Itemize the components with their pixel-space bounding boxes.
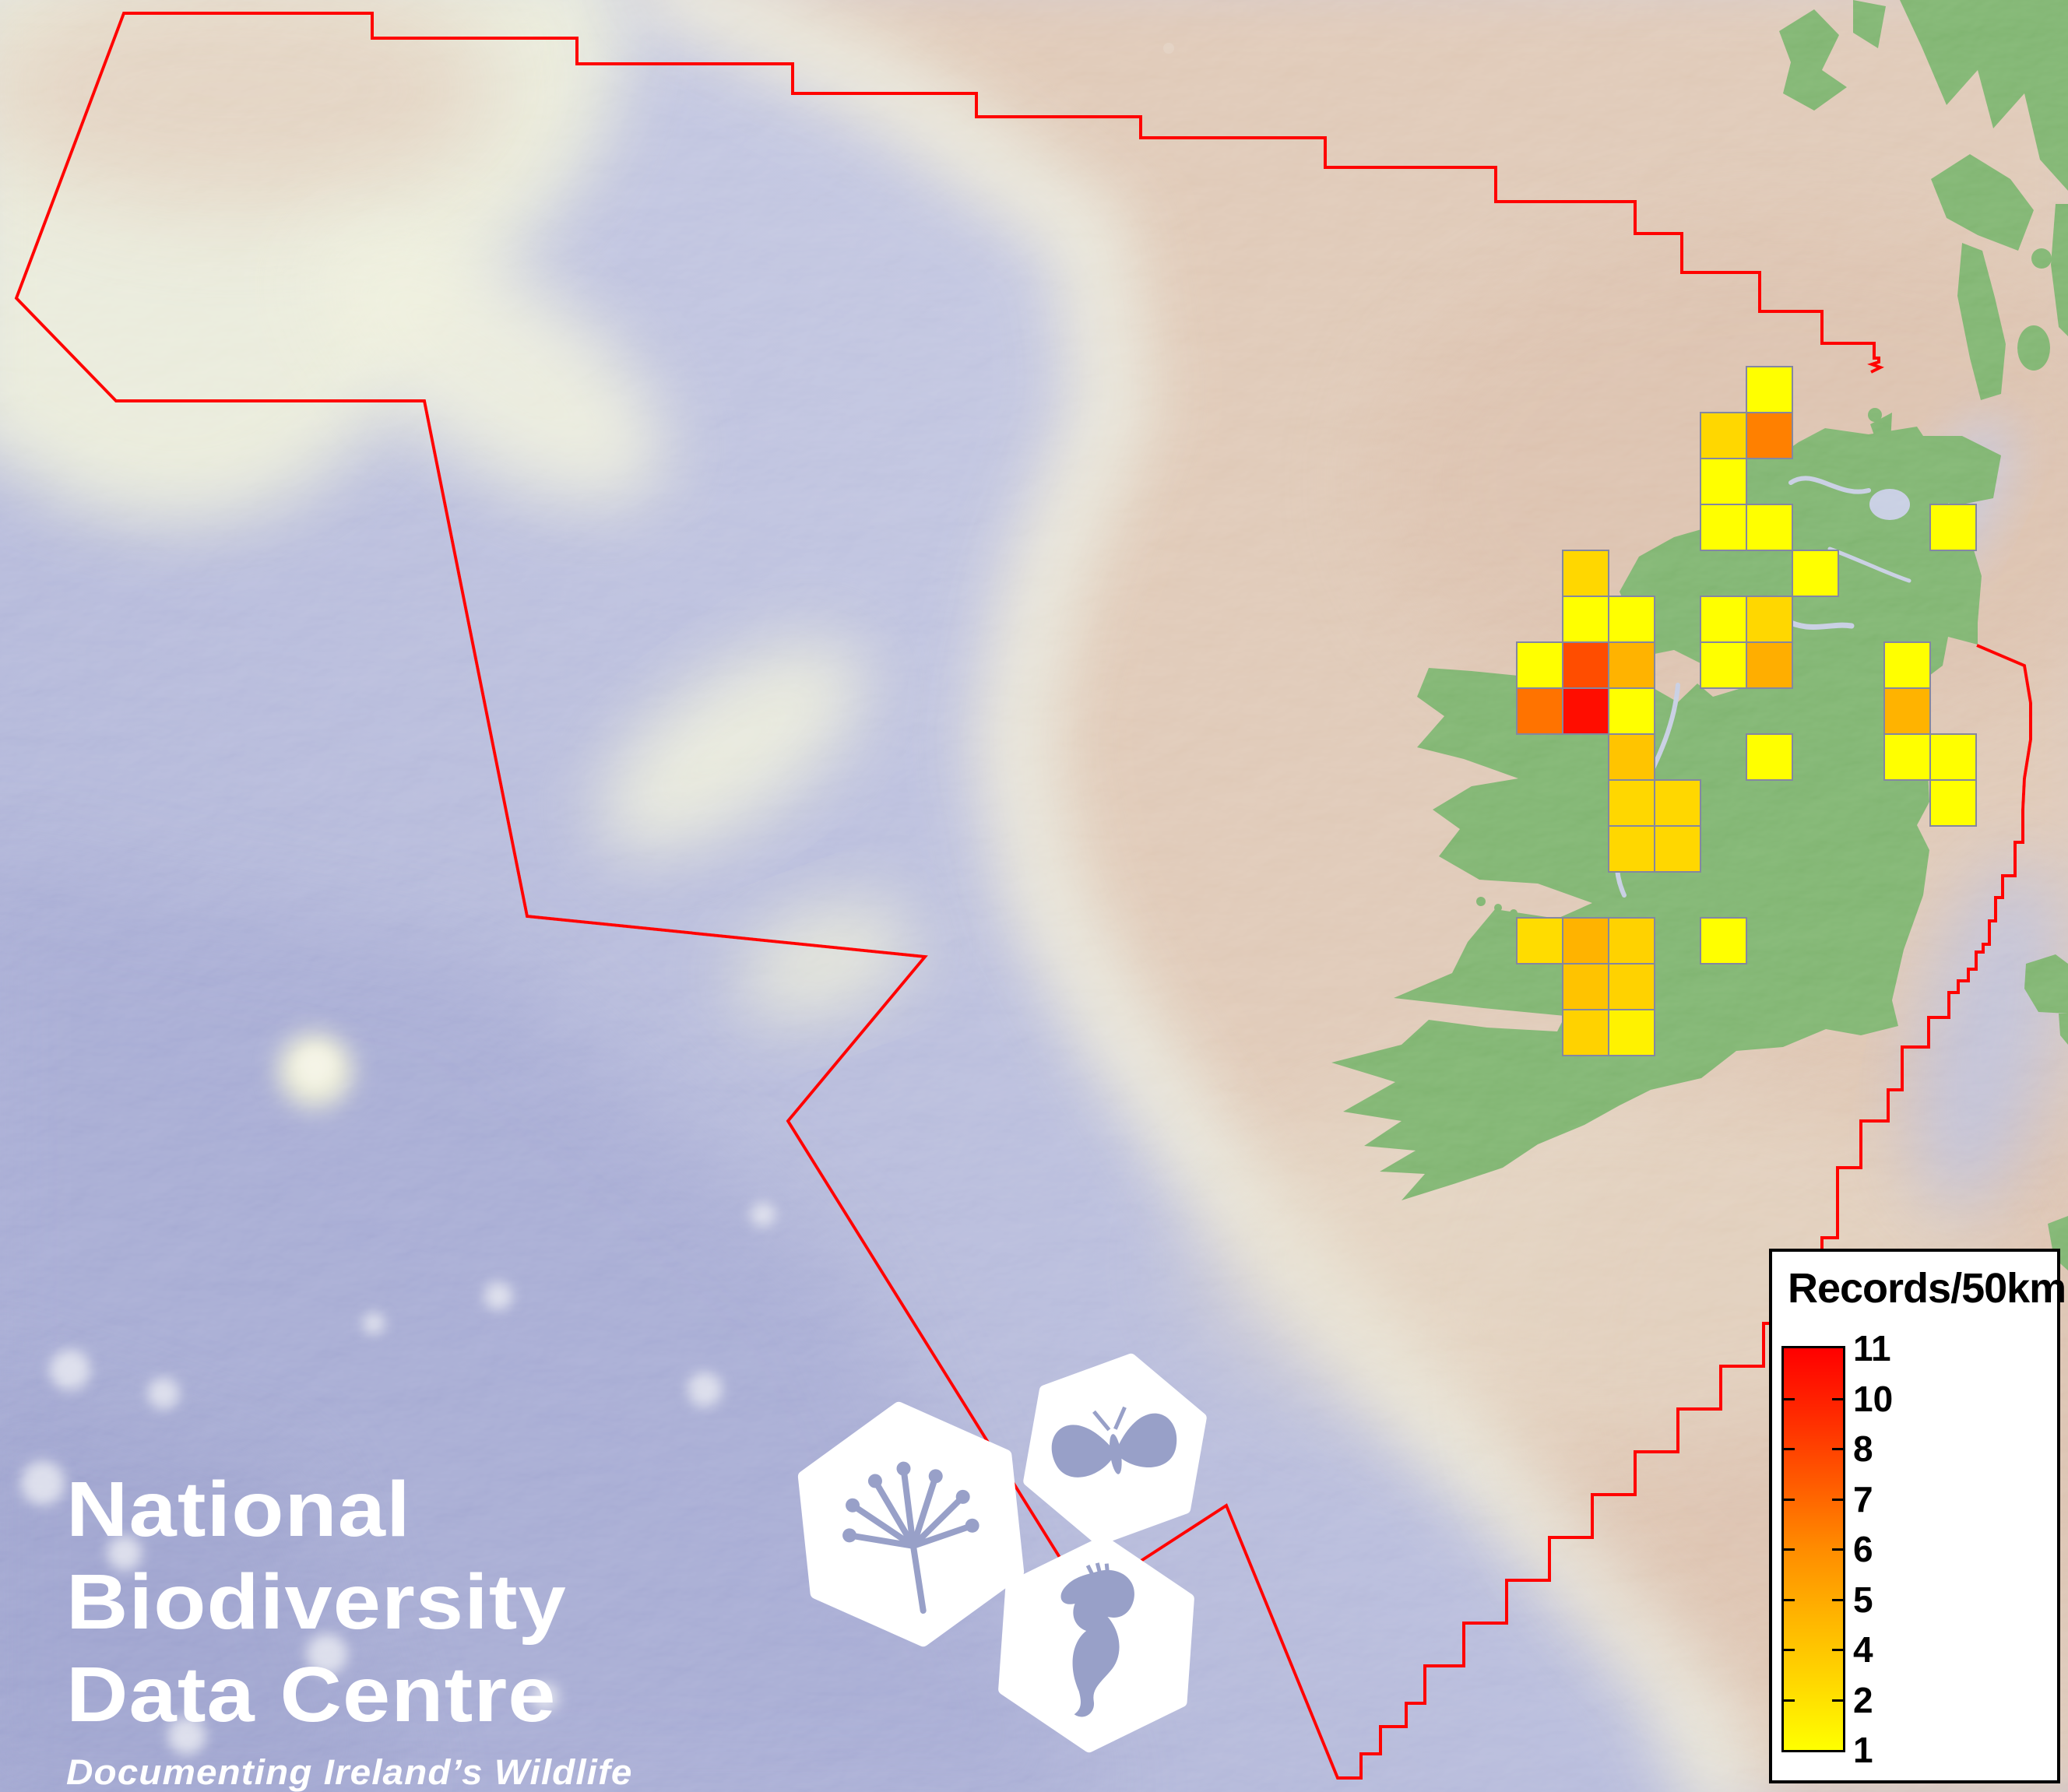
logo-tagline: Documenting Ireland’s Wildlife: [66, 1752, 633, 1792]
grid-cell: [1746, 412, 1793, 459]
legend-tick: [1784, 1498, 1795, 1501]
legend: Records/50km 11 10 8 7 6 5 4 2 1: [1769, 1249, 2066, 1783]
logo: National Biodiversity Data Centre Docume…: [66, 1463, 631, 1792]
grid-cell: [1746, 641, 1793, 689]
grid-cell: [1746, 504, 1793, 551]
grid-cell: [1700, 641, 1747, 689]
logo-line-1: National: [66, 1466, 411, 1553]
grid-cell: [1562, 1009, 1609, 1056]
grid-cell: [1654, 825, 1701, 873]
legend-tick: [1784, 1548, 1795, 1551]
legend-tick: [1832, 1397, 1843, 1400]
legend-tick-label: 11: [1853, 1328, 1891, 1369]
legend-tick: [1784, 1649, 1795, 1651]
grid-cell: [1608, 1009, 1655, 1056]
grid-cell: [1746, 596, 1793, 643]
legend-tick-label: 6: [1853, 1529, 1873, 1569]
legend-tick: [1832, 1548, 1843, 1551]
grid-cell: [1883, 733, 1931, 781]
grid-cell: [1746, 366, 1793, 413]
grid-cell: [1562, 687, 1609, 735]
legend-tick-label: 1: [1853, 1730, 1873, 1770]
grid-cell: [1608, 917, 1655, 965]
hexagon-seahorse-icon: [998, 1535, 1194, 1753]
legend-tick: [1832, 1699, 1843, 1702]
grid-cell: [1608, 641, 1655, 689]
legend-tick: [1832, 1498, 1843, 1501]
legend-tick: [1784, 1448, 1795, 1450]
legend-tick: [1784, 1699, 1795, 1702]
logo-line-2: Biodiversity: [66, 1558, 567, 1646]
logo-line-3: Data Centre: [66, 1651, 557, 1738]
legend-title: Records/50km: [1788, 1265, 2066, 1312]
legend-tick: [1832, 1649, 1843, 1651]
grid-cell: [1792, 550, 1839, 597]
grid-cell: [1929, 779, 1977, 827]
hexagon-butterfly-icon: [1023, 1353, 1207, 1546]
hexagon-flower-icon: [797, 1401, 1025, 1647]
grid-cell: [1929, 504, 1977, 551]
legend-tick-label: 4: [1853, 1629, 1873, 1670]
legend-tick: [1784, 1397, 1795, 1400]
grid-cell: [1608, 687, 1655, 735]
legend-tick: [1832, 1598, 1843, 1601]
grid-cell: [1700, 504, 1747, 551]
grid-cell: [1608, 963, 1655, 1010]
legend-tick: [1784, 1598, 1795, 1601]
legend-tick-label: 7: [1853, 1478, 1873, 1520]
grid-cell: [1746, 733, 1793, 781]
legend-tick-label: 2: [1853, 1679, 1873, 1720]
legend-tick-label: 10: [1853, 1378, 1894, 1419]
grid-cell: [1883, 641, 1931, 689]
legend-tick-label: 5: [1853, 1579, 1873, 1620]
legend-tick: [1832, 1448, 1843, 1450]
legend-tick-label: 8: [1853, 1428, 1873, 1469]
grid-cell: [1700, 917, 1747, 965]
